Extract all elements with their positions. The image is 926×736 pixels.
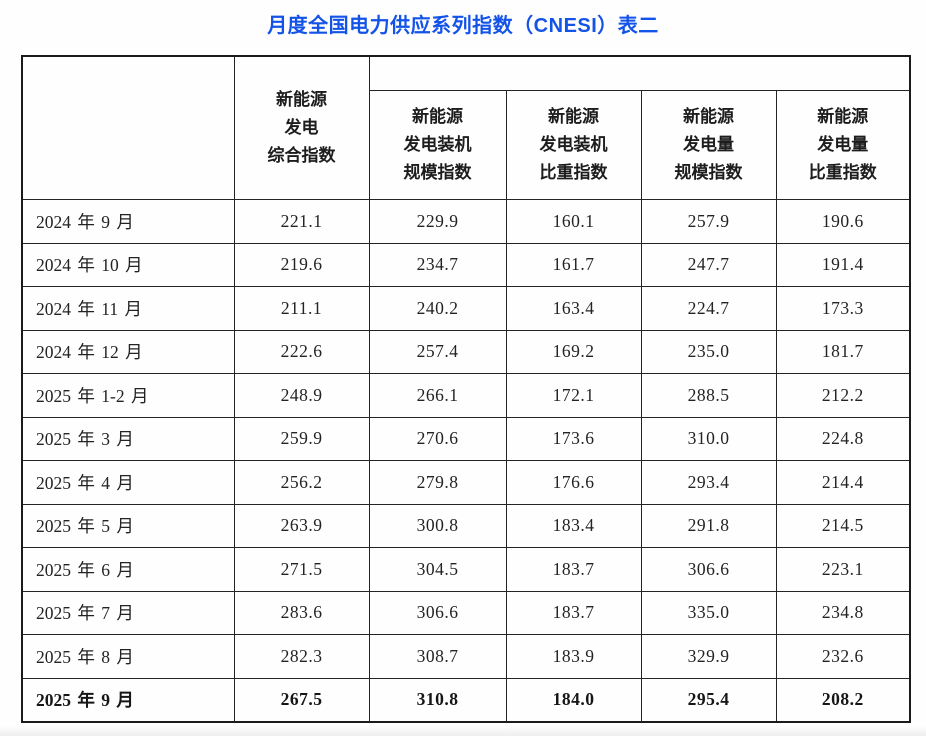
value-cell: 306.6 xyxy=(368,590,507,635)
value-cell: 308.7 xyxy=(368,634,507,679)
value-cell: 300.8 xyxy=(368,503,507,548)
value-cell: 183.7 xyxy=(505,590,642,635)
value-cell: 247.7 xyxy=(640,242,777,287)
value-cell: 234.7 xyxy=(368,242,507,287)
value-cell: 279.8 xyxy=(368,460,507,505)
value-cell: 282.3 xyxy=(233,634,370,679)
value-cell: 211.1 xyxy=(233,286,370,331)
value-cell: 291.8 xyxy=(640,503,777,548)
value-cell: 183.9 xyxy=(505,634,642,679)
value-cell: 267.5 xyxy=(233,677,370,723)
value-cell: 270.6 xyxy=(368,416,507,461)
value-cell: 214.5 xyxy=(775,503,911,548)
header-composite-index: 新能源 发电 综合指数 xyxy=(233,55,370,200)
header-row: 新能源 发电装机 规模指数 新能源 发电装机 比重指数 新能源 发电量 规模指数… xyxy=(22,90,911,200)
value-cell: 256.2 xyxy=(233,460,370,505)
value-cell: 183.7 xyxy=(505,547,642,592)
value-cell: 257.4 xyxy=(368,329,507,374)
value-cell: 248.9 xyxy=(233,373,370,418)
value-cell: 223.1 xyxy=(775,547,911,592)
value-cell: 191.4 xyxy=(775,242,911,287)
value-cell: 214.4 xyxy=(775,460,911,505)
month-cell: 2024 年 12 月 xyxy=(21,329,235,374)
table-row: 2025 年 4 月 256.2 279.8 176.6 293.4 214.4 xyxy=(21,460,911,505)
value-cell: 224.8 xyxy=(775,416,911,461)
value-cell: 271.5 xyxy=(233,547,370,592)
value-cell: 212.2 xyxy=(775,373,911,418)
value-cell: 221.1 xyxy=(233,199,370,244)
month-cell: 2025 年 6 月 xyxy=(21,547,235,592)
value-cell: 310.0 xyxy=(640,416,777,461)
month-cell: 2025 年 3 月 xyxy=(21,416,235,461)
header-output-share-index: 新能源 发电量 比重指数 xyxy=(775,90,911,200)
value-cell: 288.5 xyxy=(640,373,777,418)
table-row: 2025 年 3 月 259.9 270.6 173.6 310.0 224.8 xyxy=(21,416,911,461)
month-cell: 2025 年 8 月 xyxy=(21,634,235,679)
value-cell: 306.6 xyxy=(640,547,777,592)
value-cell: 234.8 xyxy=(775,590,911,635)
page-title: 月度全国电力供应系列指数（CNESI）表二 xyxy=(267,15,659,37)
value-cell: 266.1 xyxy=(368,373,507,418)
value-cell: 295.4 xyxy=(640,677,777,723)
header-capacity-scale-index: 新能源 发电装机 规模指数 xyxy=(368,90,507,200)
cnesi-index-table: 新能源 发电 综合指数 新能源 发电装机 规模指数 新能源 发电装机 比重指数 … xyxy=(21,55,911,723)
value-cell: 173.3 xyxy=(775,286,911,331)
value-cell: 169.2 xyxy=(505,329,642,374)
month-cell: 2024 年 11 月 xyxy=(21,286,235,331)
value-cell: 176.6 xyxy=(505,460,642,505)
value-cell: 181.7 xyxy=(775,329,911,374)
value-cell: 232.6 xyxy=(775,634,911,679)
value-cell: 259.9 xyxy=(233,416,370,461)
table-row: 2024 年 10 月 219.6 234.7 161.7 247.7 191.… xyxy=(21,242,911,287)
value-cell: 190.6 xyxy=(775,199,911,244)
table-row: 2024 年 9 月 221.1 229.9 160.1 257.9 190.6 xyxy=(21,199,911,244)
value-cell: 257.9 xyxy=(640,199,777,244)
value-cell: 293.4 xyxy=(640,460,777,505)
value-cell: 310.8 xyxy=(368,677,507,723)
table-row-latest: 2025 年 9 月 267.5 310.8 184.0 295.4 208.2 xyxy=(21,677,911,723)
header-output-scale-index: 新能源 发电量 规模指数 xyxy=(640,90,777,200)
header-spacer-row: 新能源 发电 综合指数 xyxy=(21,55,911,200)
month-cell: 2025 年 4 月 xyxy=(21,460,235,505)
value-cell: 184.0 xyxy=(505,677,642,723)
month-cell: 2024 年 9 月 xyxy=(21,199,235,244)
value-cell: 222.6 xyxy=(233,329,370,374)
table-row: 2024 年 11 月 211.1 240.2 163.4 224.7 173.… xyxy=(21,286,911,331)
month-cell: 2025 年 7 月 xyxy=(21,590,235,635)
value-cell: 263.9 xyxy=(233,503,370,548)
value-cell: 172.1 xyxy=(505,373,642,418)
value-cell: 183.4 xyxy=(505,503,642,548)
month-cell: 2025 年 1-2 月 xyxy=(21,373,235,418)
corner-cell xyxy=(21,55,235,200)
month-cell: 2025 年 5 月 xyxy=(21,503,235,548)
header-capacity-share-index: 新能源 发电装机 比重指数 xyxy=(505,90,642,200)
scan-edge-shadow xyxy=(0,726,926,736)
value-cell: 224.7 xyxy=(640,286,777,331)
table-row: 2025 年 7 月 283.6 306.6 183.7 335.0 234.8 xyxy=(21,590,911,635)
value-cell: 329.9 xyxy=(640,634,777,679)
value-cell: 163.4 xyxy=(505,286,642,331)
value-cell: 229.9 xyxy=(368,199,507,244)
value-cell: 304.5 xyxy=(368,547,507,592)
value-cell: 161.7 xyxy=(505,242,642,287)
table-row: 2025 年 8 月 282.3 308.7 183.9 329.9 232.6 xyxy=(21,634,911,679)
value-cell: 219.6 xyxy=(233,242,370,287)
month-cell: 2024 年 10 月 xyxy=(21,242,235,287)
value-cell: 160.1 xyxy=(505,199,642,244)
value-cell: 235.0 xyxy=(640,329,777,374)
table-row: 2025 年 5 月 263.9 300.8 183.4 291.8 214.5 xyxy=(21,503,911,548)
value-cell: 335.0 xyxy=(640,590,777,635)
value-cell: 173.6 xyxy=(505,416,642,461)
value-cell: 283.6 xyxy=(233,590,370,635)
value-cell: 208.2 xyxy=(775,677,911,723)
table-row: 2025 年 6 月 271.5 304.5 183.7 306.6 223.1 xyxy=(21,547,911,592)
month-cell: 2025 年 9 月 xyxy=(21,677,235,723)
header-group-spacer xyxy=(368,55,911,91)
table-row: 2024 年 12 月 222.6 257.4 169.2 235.0 181.… xyxy=(21,329,911,374)
table-row: 2025 年 1-2 月 248.9 266.1 172.1 288.5 212… xyxy=(21,373,911,418)
value-cell: 240.2 xyxy=(368,286,507,331)
